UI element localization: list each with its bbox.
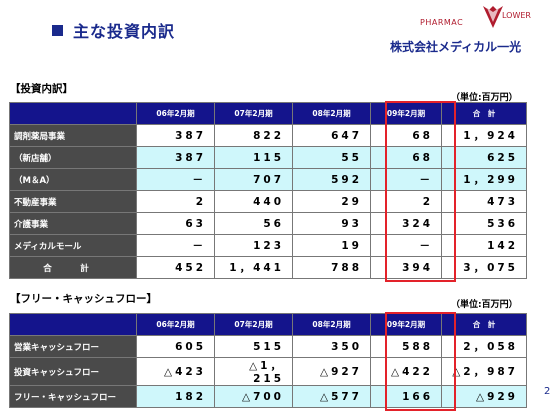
value-cell: 63 (136, 212, 215, 235)
value-cell: △700 (214, 385, 293, 408)
table-row: 介護事業 63 56 93 324 536 (9, 212, 527, 235)
value-cell: 182 (136, 385, 215, 408)
value-cell: 68 (370, 146, 442, 169)
table-row: 合 計 452 1，441 788 394 3，075 (9, 256, 527, 279)
value-cell: 2，058 (441, 335, 527, 358)
value-cell: 592 (292, 168, 371, 191)
row-label: 不動産事業 (9, 190, 137, 213)
value-cell: 68 (370, 124, 442, 147)
header-fy08: 08年2月期 (292, 102, 371, 125)
cashflow-header-row: 06年2月期 07年2月期 08年2月期 09年2月期 合 計 (9, 313, 527, 336)
table-row: （新店舗） 387 115 55 68 625 (9, 146, 527, 169)
value-cell: 115 (214, 146, 293, 169)
value-cell: － (136, 234, 215, 257)
value-cell: 473 (441, 190, 527, 213)
row-label: 合 計 (9, 256, 137, 279)
value-cell: － (370, 234, 442, 257)
value-cell: 2 (136, 190, 215, 213)
value-cell: 1，299 (441, 168, 527, 191)
page-title: 主な投資内訳 (73, 22, 176, 41)
value-cell: 605 (136, 335, 215, 358)
value-cell: △2，987 (441, 357, 527, 386)
row-label: 営業キャッシュフロー (9, 335, 137, 358)
value-cell: 452 (136, 256, 215, 279)
value-cell: △423 (136, 357, 215, 386)
table-row: メディカルモール－ 123 19 － 142 (9, 234, 527, 257)
company-logo: PHARMAC LOWER 株式会社メディカル一光 (390, 2, 550, 62)
header-fy09: 09年2月期 (370, 102, 442, 125)
value-cell: 707 (214, 168, 293, 191)
value-cell: 625 (441, 146, 527, 169)
value-cell: 3，075 (441, 256, 527, 279)
value-cell: 123 (214, 234, 293, 257)
title-bar: 主な投資内訳 (52, 18, 175, 42)
cashflow-table: 06年2月期 07年2月期 08年2月期 09年2月期 合 計 営業キャッシュフ… (9, 313, 527, 408)
value-cell: 647 (292, 124, 371, 147)
value-cell: 142 (441, 234, 527, 257)
row-label: フリー・キャッシュフロー (9, 385, 137, 408)
row-label: 投資キャッシュフロー (9, 357, 137, 386)
value-cell: － (370, 168, 442, 191)
table-row: 営業キャッシュフロー 605 515 350 588 2，058 (9, 335, 527, 358)
value-cell: 29 (292, 190, 371, 213)
value-cell: 440 (214, 190, 293, 213)
table-row: 調剤薬局事業 387 822 647 68 1，924 (9, 124, 527, 147)
table-row: フリー・キャッシュフロー 182 △700 △577 166 △929 (9, 385, 527, 408)
row-label: 介護事業 (9, 212, 137, 235)
row-label: 調剤薬局事業 (9, 124, 137, 147)
investment-unit: （単位:百万円） (451, 93, 518, 103)
header-corner (9, 313, 137, 336)
value-cell: 1，441 (214, 256, 293, 279)
investment-section-label: 【投資内訳】 (10, 83, 73, 95)
value-cell: 536 (441, 212, 527, 235)
flower-logo-icon (483, 6, 503, 28)
value-cell: － (136, 168, 215, 191)
table-row: 投資キャッシュフロー △423 △1，215 △927 △422 △2，987 (9, 357, 527, 386)
value-cell: 515 (214, 335, 293, 358)
table-row: （M＆A）－ 707 592 － 1，299 (9, 168, 527, 191)
logo-text-pharmac: PHARMAC (420, 18, 464, 27)
header-fy08: 08年2月期 (292, 313, 371, 336)
value-cell: 1，924 (441, 124, 527, 147)
value-cell: 324 (370, 212, 442, 235)
header-fy09: 09年2月期 (370, 313, 442, 336)
value-cell: 350 (292, 335, 371, 358)
value-cell: 588 (370, 335, 442, 358)
page-number: 2 (544, 386, 551, 397)
value-cell: 788 (292, 256, 371, 279)
value-cell: 56 (214, 212, 293, 235)
value-cell: 822 (214, 124, 293, 147)
header-total: 合 計 (441, 313, 527, 336)
cashflow-unit: （単位:百万円） (451, 300, 518, 310)
value-cell: △1，215 (214, 357, 293, 386)
row-label: メディカルモール (9, 234, 137, 257)
value-cell: △929 (441, 385, 527, 408)
logo-text-lower: LOWER (502, 11, 531, 20)
value-cell: 394 (370, 256, 442, 279)
value-cell: 2 (370, 190, 442, 213)
header-fy06: 06年2月期 (136, 313, 215, 336)
value-cell: 387 (136, 124, 215, 147)
header-total: 合 計 (441, 102, 527, 125)
table-row: 不動産事業 2 440 29 2 473 (9, 190, 527, 213)
value-cell: 166 (370, 385, 442, 408)
value-cell: 55 (292, 146, 371, 169)
header-fy06: 06年2月期 (136, 102, 215, 125)
investment-table: 06年2月期 07年2月期 08年2月期 09年2月期 合 計 調剤薬局事業 38… (9, 102, 527, 279)
header-fy07: 07年2月期 (214, 102, 293, 125)
value-cell: 387 (136, 146, 215, 169)
title-bullet-icon (52, 24, 63, 36)
value-cell: △577 (292, 385, 371, 408)
row-label: （新店舗） (9, 146, 137, 169)
company-name: 株式会社メディカル一光 (390, 40, 522, 54)
value-cell: 93 (292, 212, 371, 235)
header-corner (9, 102, 137, 125)
investment-header-row: 06年2月期 07年2月期 08年2月期 09年2月期 合 計 (9, 102, 527, 125)
cashflow-section-label: 【フリー・キャッシュフロー】 (10, 293, 157, 305)
value-cell: △927 (292, 357, 371, 386)
value-cell: 19 (292, 234, 371, 257)
value-cell: △422 (370, 357, 442, 386)
header-fy07: 07年2月期 (214, 313, 293, 336)
row-label: （M＆A） (9, 168, 137, 191)
